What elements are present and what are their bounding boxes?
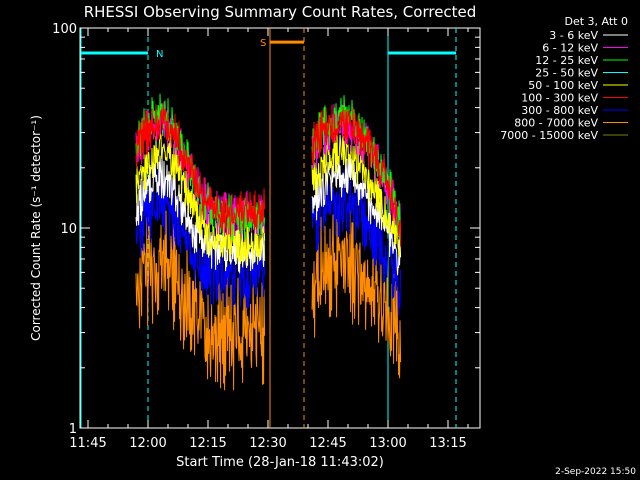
legend-label: 3 - 6 keV	[549, 29, 598, 42]
series-lines	[135, 93, 402, 391]
y-tick-label: 10	[60, 222, 77, 237]
interval-label: S	[260, 38, 266, 49]
axes: 11:45 12:00 12:15 12:30 12:45 13:00 13:15 1 10 10…	[52, 22, 480, 451]
legend-label: 300 - 800 keV	[521, 104, 598, 117]
interval-label: N	[156, 49, 163, 60]
x-tick-label: 12:45	[309, 436, 346, 451]
series-line	[311, 130, 402, 259]
x-tick-label: 12:15	[189, 436, 226, 451]
y-tick-label: 1	[69, 422, 77, 437]
x-tick-label: 13:00	[369, 436, 406, 451]
x-tick-label: 11:45	[69, 436, 106, 451]
series-line	[311, 168, 402, 316]
series-line	[311, 104, 402, 247]
legend-label: 100 - 300 keV	[521, 92, 598, 105]
x-tick-label: 12:30	[249, 436, 286, 451]
interval-markers: NS	[80, 28, 457, 428]
series-line	[311, 210, 402, 379]
x-tick-label: 12:00	[129, 436, 166, 451]
legend-label: 25 - 50 keV	[535, 67, 598, 80]
legend-label: 800 - 7000 keV	[514, 117, 598, 130]
y-tick-label: 100	[52, 22, 77, 37]
x-tick-label: 13:15	[429, 436, 466, 451]
series-line	[135, 104, 266, 237]
legend-label: 7000 - 15000 keV	[500, 129, 598, 142]
footer-timestamp: 2-Sep-2022 15:50	[555, 467, 636, 477]
y-axis-label: Corrected Count Rate (s⁻¹ detector⁻¹)	[29, 115, 43, 341]
legend-label: 6 - 12 keV	[542, 42, 598, 55]
legend-title: Det 3, Att 0	[565, 15, 629, 28]
legend-label: 12 - 25 keV	[535, 54, 598, 67]
chart-title: RHESSI Observing Summary Count Rates, Co…	[84, 3, 477, 21]
series-line	[135, 210, 266, 391]
series-line	[135, 127, 266, 265]
legend-label: 50 - 100 keV	[528, 79, 598, 92]
x-axis-label: Start Time (28-Jan-18 11:43:02)	[176, 455, 384, 470]
